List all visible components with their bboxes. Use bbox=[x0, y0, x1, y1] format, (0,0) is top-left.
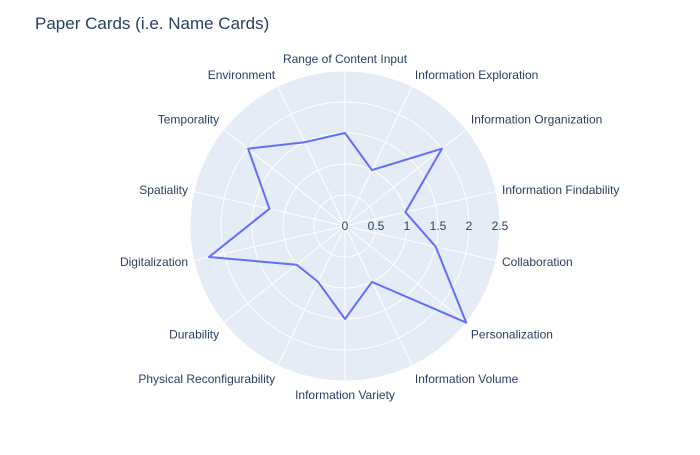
category-label: Collaboration bbox=[502, 255, 573, 269]
grid-spoke bbox=[277, 86, 346, 227]
category-label: Information Volume bbox=[415, 372, 519, 386]
radial-tick-label: 0.5 bbox=[368, 219, 385, 233]
category-label: Information Organization bbox=[471, 113, 602, 127]
grid-spoke bbox=[193, 225, 346, 261]
category-label: Temporality bbox=[158, 113, 219, 127]
grid-spoke bbox=[344, 225, 467, 324]
category-label: Personalization bbox=[471, 327, 553, 341]
category-label: Environment bbox=[208, 68, 276, 82]
category-label: Digitalization bbox=[120, 255, 188, 269]
grid-spoke bbox=[344, 225, 497, 261]
category-label: Range of Content Input bbox=[283, 52, 408, 66]
grid-spoke bbox=[344, 128, 467, 227]
category-label: Information Exploration bbox=[415, 68, 538, 82]
grid-spoke bbox=[223, 128, 346, 227]
category-label: Durability bbox=[169, 327, 219, 341]
category-label: Physical Reconfigurability bbox=[138, 372, 275, 386]
grid-spoke bbox=[344, 225, 413, 366]
radial-tick-label: 0 bbox=[342, 219, 349, 233]
radial-axis-ticks: 0 0.5 1 1.5 2 2.5 bbox=[342, 219, 509, 233]
grid-spoke bbox=[344, 86, 413, 227]
grid-spoke bbox=[344, 191, 497, 227]
radial-tick-label: 1 bbox=[404, 219, 411, 233]
category-label: Information Variety bbox=[295, 388, 395, 402]
series-layer bbox=[208, 132, 468, 324]
radial-tick-label: 1.5 bbox=[430, 219, 447, 233]
category-label: Information Findability bbox=[502, 183, 619, 197]
grid-spoke bbox=[223, 225, 346, 324]
chart-title: Paper Cards (i.e. Name Cards) bbox=[35, 14, 269, 33]
radial-tick-label: 2.5 bbox=[492, 219, 509, 233]
category-label: Spatiality bbox=[139, 183, 188, 197]
series-line bbox=[208, 132, 468, 324]
category-labels: Range of Content Input Information Explor… bbox=[120, 52, 619, 402]
grid-spoke bbox=[277, 225, 346, 366]
radial-tick-label: 2 bbox=[466, 219, 473, 233]
